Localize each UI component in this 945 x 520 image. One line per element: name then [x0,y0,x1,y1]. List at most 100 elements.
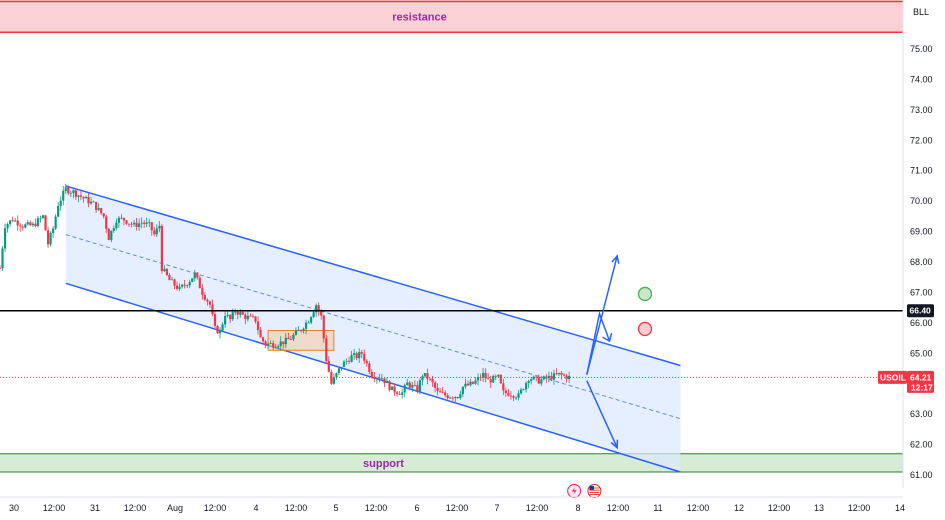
candle-body [64,187,67,191]
x-tick-label: 12:00 [204,503,227,513]
candle [537,374,540,385]
candle-body [444,392,447,396]
price-axis[interactable] [903,0,945,520]
candle-body [342,361,346,367]
candle [302,327,305,334]
candle [466,380,470,387]
candle [461,386,464,398]
candle [282,341,285,349]
candle [39,215,42,223]
x-tick-label: 12:00 [446,503,469,513]
candle-body [191,278,194,282]
candle [307,320,310,324]
candle [201,284,204,300]
channel-lower-line[interactable] [65,282,681,473]
candle-body [170,279,174,281]
current-price-badge [907,370,934,393]
candle-body [178,286,181,289]
candle-body [100,208,103,214]
candle [449,396,452,400]
candle-body [127,223,131,225]
candle-body [77,195,80,197]
bullish-signal-circle[interactable] [637,286,653,302]
candle [489,375,492,388]
candle-body [24,224,27,228]
candle [158,221,161,233]
candle [244,312,247,325]
candle-body [224,316,227,325]
projection-zigzag[interactable] [586,311,611,375]
candle [150,221,153,236]
x-tick-label: 4 [253,503,258,513]
candle [383,378,386,388]
candle [198,275,201,289]
candle [476,373,480,386]
candle [428,377,432,381]
candle-body [307,322,310,324]
candle-body [294,330,298,335]
candle [234,308,237,316]
channel-upper-line[interactable] [65,185,681,367]
candle [441,386,444,394]
x-tick-label: 12:00 [124,503,147,513]
candle-body [562,374,566,376]
support-label: support [363,458,404,470]
candle-body [433,382,437,388]
candle [181,283,184,289]
candle [454,396,457,402]
resistance-label: resistance [392,11,446,23]
candle-body [431,378,434,383]
candle [398,391,401,395]
candle-body [173,279,176,286]
candle [388,380,391,392]
x-tick-label: 12:00 [43,503,66,513]
bearish-signal-circle[interactable] [637,321,653,337]
candle [297,326,300,331]
y-tick-label: 74.00 [910,74,933,84]
candle-body [138,223,141,228]
candle-body [213,314,217,326]
candle [274,344,277,349]
candle-body [421,376,424,381]
candle-body [16,220,19,226]
resistance-zone[interactable] [0,0,903,33]
candle-body [140,222,143,224]
x-tick-label: 13 [814,503,824,513]
y-tick-label: 63.00 [910,409,933,419]
candle-body [542,376,545,380]
candle [191,278,194,283]
candle [370,369,373,379]
candle [211,299,214,317]
candle-body [403,385,406,393]
candle [163,265,166,272]
candle-body [398,393,401,395]
candle [251,313,255,318]
projection-arrow-1[interactable] [586,255,618,375]
candle-body [74,190,77,197]
support-zone[interactable] [0,453,903,472]
candle-body [557,372,561,375]
candle [469,378,472,387]
candle-body [117,217,120,223]
candle-body [289,339,292,340]
candle [49,231,52,247]
candle [345,358,348,365]
candle-body [251,315,255,317]
candle-body [97,208,100,211]
candle-body [454,396,457,399]
candle [484,368,487,383]
candle-body [489,379,492,383]
candle-body [461,386,464,395]
candle [110,230,113,243]
candle-body [492,375,495,383]
candle-body [125,220,128,224]
candle-body [122,217,126,221]
candle [193,270,196,282]
x-tick-label: 12 [734,503,744,513]
candle-body [188,281,191,286]
candle [148,218,151,228]
candle-body [59,200,62,206]
candle [557,372,561,377]
projection-arrow-2[interactable] [586,380,618,448]
